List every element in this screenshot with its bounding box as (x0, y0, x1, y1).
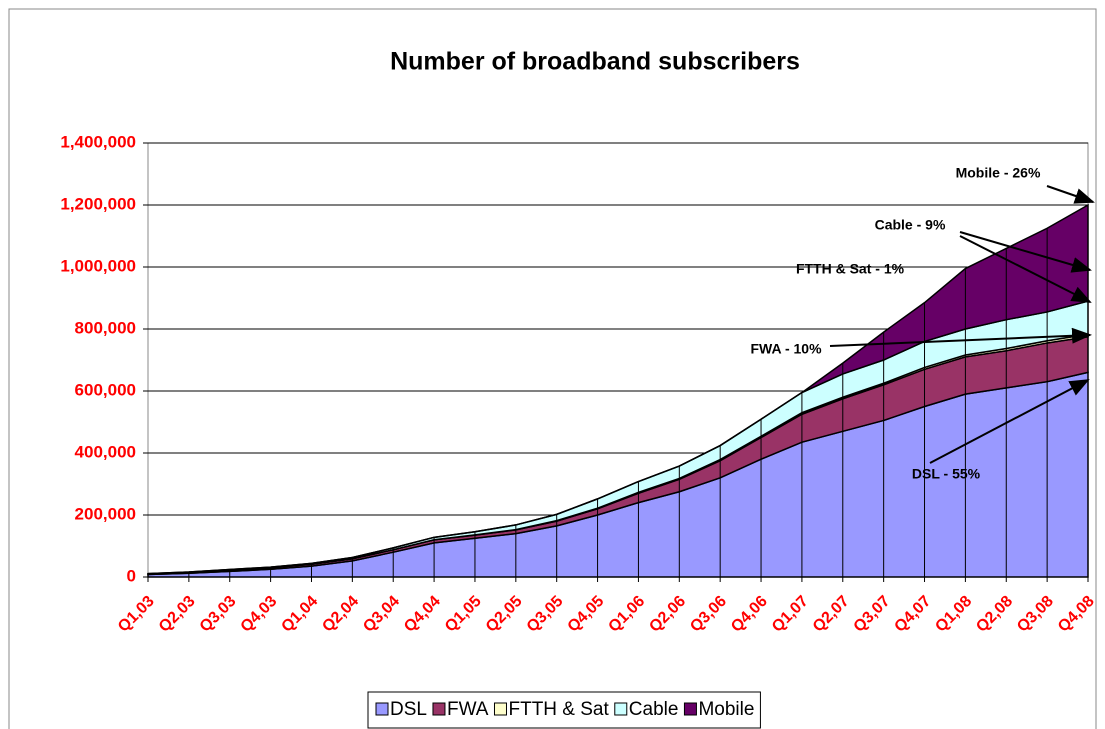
y-tick-label: 400,000 (75, 442, 136, 461)
x-tick-label: Q1,06 (605, 593, 648, 636)
legend-swatch (683, 702, 697, 716)
legend-swatch (375, 702, 389, 716)
annotation: DSL - 55% (912, 466, 981, 482)
legend-swatch (432, 702, 446, 716)
x-tick-label: Q3,07 (851, 593, 894, 636)
annotation-arrow (959, 231, 1092, 273)
y-tick-label: 1,200,000 (60, 194, 136, 213)
y-tick-label: 0 (127, 566, 136, 585)
x-tick-label: Q2,08 (973, 593, 1016, 636)
x-tick-label: Q2,06 (646, 593, 689, 636)
legend-swatch (493, 702, 507, 716)
annotation-arrow (959, 235, 1092, 303)
x-tick-label: Q2,04 (319, 593, 362, 636)
x-tick-label: Q4,04 (401, 593, 444, 636)
legend-label: FTTH & Sat (508, 699, 609, 720)
x-tick-label: Q3,06 (687, 593, 730, 636)
x-tick-label: Q4,06 (728, 593, 771, 636)
x-tick-label: Q1,04 (278, 593, 321, 636)
annotation: Mobile - 26% (956, 165, 1041, 181)
x-tick-label: Q3,08 (1014, 593, 1057, 636)
x-tick-label: Q3,03 (197, 593, 240, 636)
annotation: FWA - 10% (750, 341, 822, 357)
y-tick-label: 600,000 (75, 380, 136, 399)
x-tick-label: Q4,03 (238, 593, 281, 636)
annotation: Cable - 9% (875, 217, 946, 233)
chart-title: Number of broadband subscribers (390, 48, 800, 76)
x-tick-label: Q3,05 (524, 593, 567, 636)
legend-label: FWA (447, 699, 489, 720)
annotation-arrow (829, 327, 1092, 347)
legend-swatch (614, 702, 628, 716)
y-tick-label: 1,000,000 (60, 256, 136, 275)
x-tick-label: Q2,07 (810, 593, 853, 636)
x-tick-label: Q1,07 (769, 593, 812, 636)
legend-label: Mobile (698, 699, 754, 720)
annotation: FTTH & Sat - 1% (796, 261, 905, 277)
y-tick-label: 800,000 (75, 318, 136, 337)
legend-label: DSL (390, 699, 427, 720)
x-tick-label: Q3,04 (360, 593, 403, 636)
y-tick-label: 200,000 (75, 504, 136, 523)
x-tick-label: Q4,05 (565, 593, 608, 636)
x-tick-label: Q1,08 (932, 593, 975, 636)
annotation-arrow (1046, 185, 1095, 204)
legend-label: Cable (629, 699, 679, 720)
x-tick-label: Q1,05 (442, 593, 485, 636)
x-tick-label: Q4,07 (891, 593, 934, 636)
annotation-arrow (929, 379, 1090, 464)
x-tick-label: Q1,03 (115, 593, 158, 636)
x-tick-label: Q2,05 (483, 593, 526, 636)
x-tick-label: Q4,08 (1055, 593, 1098, 636)
frame (8, 8, 1097, 729)
y-tick-label: 1,400,000 (60, 132, 136, 151)
x-tick-label: Q2,03 (156, 593, 199, 636)
